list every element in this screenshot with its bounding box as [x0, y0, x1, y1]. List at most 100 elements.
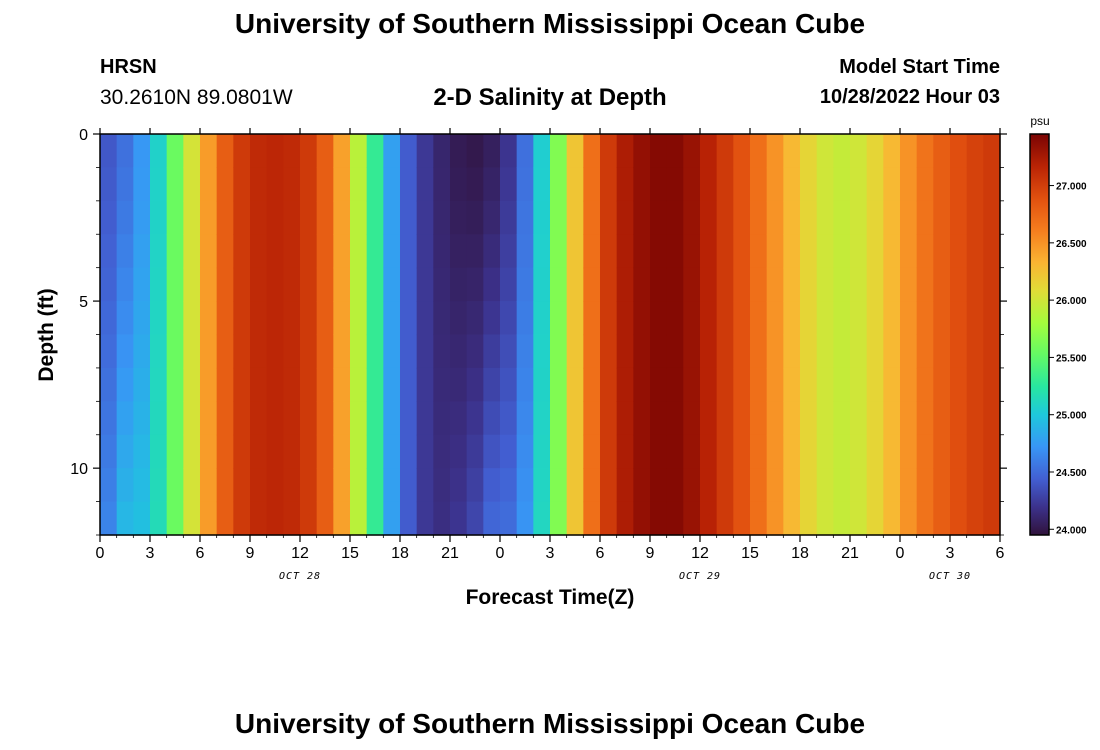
heatmap-cell — [900, 200, 918, 235]
heatmap-cell — [216, 367, 234, 402]
heatmap-cell — [333, 334, 351, 369]
heatmap-cell — [716, 468, 734, 503]
heatmap-cell — [683, 334, 701, 369]
x-tick-label: 3 — [946, 545, 955, 562]
heatmap-cell — [466, 334, 484, 369]
heatmap-cell — [116, 267, 134, 302]
heatmap-cell — [216, 301, 234, 336]
heatmap-cell — [283, 301, 301, 336]
heatmap-cell — [400, 501, 418, 536]
heatmap-cell — [683, 267, 701, 302]
heatmap-cell — [450, 167, 468, 202]
heatmap-cell — [750, 501, 768, 536]
heatmap-cell — [150, 501, 168, 536]
heatmap-cell — [816, 267, 834, 302]
heatmap-cell — [783, 267, 801, 302]
heatmap-cell — [133, 334, 151, 369]
heatmap-cell — [216, 267, 234, 302]
heatmap-cell — [916, 134, 934, 169]
heatmap-cell — [766, 401, 784, 436]
heatmap-cell — [350, 200, 368, 235]
heatmap-cell — [583, 134, 601, 169]
heatmap-cell — [383, 267, 401, 302]
heatmap-cell — [783, 401, 801, 436]
heatmap-cell — [116, 434, 134, 469]
heatmap-cell — [583, 367, 601, 402]
heatmap-cell — [116, 234, 134, 269]
x-tick-label: 9 — [246, 545, 255, 562]
x-tick-label: 0 — [96, 545, 105, 562]
heatmap-cell — [366, 501, 384, 536]
heatmap-cell — [333, 401, 351, 436]
heatmap-cell — [366, 334, 384, 369]
heatmap-cell — [633, 134, 651, 169]
heatmap-cell — [933, 200, 951, 235]
heatmap-cell — [933, 167, 951, 202]
heatmap-cell — [850, 367, 868, 402]
heatmap-cell — [566, 267, 584, 302]
heatmap-cell — [266, 468, 284, 503]
heatmap-cell — [950, 200, 968, 235]
heatmap-cell — [650, 167, 668, 202]
heatmap-cell — [866, 401, 884, 436]
heatmap-cell — [350, 434, 368, 469]
heatmap-cell — [350, 167, 368, 202]
heatmap-cell — [883, 200, 901, 235]
heatmap-cell — [516, 501, 534, 536]
heatmap-cell — [950, 134, 968, 169]
heatmap-cell — [233, 267, 251, 302]
heatmap-cell — [416, 267, 434, 302]
heatmap-cell — [433, 267, 451, 302]
heatmap-cell — [666, 401, 684, 436]
heatmap-cell — [616, 234, 634, 269]
x-day-label: OCT 29 — [679, 571, 721, 582]
heatmap-cell — [500, 267, 518, 302]
heatmap-cell — [966, 234, 984, 269]
heatmap-cell — [683, 234, 701, 269]
heatmap-cell — [766, 334, 784, 369]
heatmap-cell — [750, 267, 768, 302]
heatmap-cell — [150, 167, 168, 202]
heatmap-cell — [716, 200, 734, 235]
heatmap-cell — [266, 234, 284, 269]
heatmap-cell — [500, 234, 518, 269]
heatmap-cell — [416, 468, 434, 503]
station-coordinates: 30.2610N 89.0801W — [100, 86, 293, 109]
heatmap-cell — [966, 200, 984, 235]
heatmap-cell — [900, 367, 918, 402]
heatmap-cell — [416, 434, 434, 469]
heatmap-cell — [150, 301, 168, 336]
heatmap-cell — [250, 200, 268, 235]
heatmap-cell — [100, 434, 118, 469]
heatmap-cell — [883, 434, 901, 469]
heatmap-cell — [983, 501, 1001, 536]
heatmap-cell — [300, 367, 318, 402]
heatmap-cell — [200, 501, 218, 536]
heatmap-cell — [983, 334, 1001, 369]
heatmap-cell — [100, 301, 118, 336]
heatmap-cell — [750, 334, 768, 369]
heatmap-cell — [800, 468, 818, 503]
heatmap-cell — [683, 301, 701, 336]
heatmap-cell — [700, 267, 718, 302]
colorbar-tick-label: 25.000 — [1056, 411, 1087, 422]
heatmap-cell — [116, 401, 134, 436]
heatmap-cell — [333, 267, 351, 302]
heatmap-cell — [183, 234, 201, 269]
heatmap-cell — [916, 367, 934, 402]
heatmap-cell — [466, 200, 484, 235]
x-tick-label: 3 — [546, 545, 555, 562]
heatmap-cell — [250, 234, 268, 269]
heatmap-cell — [633, 334, 651, 369]
heatmap-cell — [533, 367, 551, 402]
heatmap-cell — [166, 501, 184, 536]
heatmap-cell — [600, 234, 618, 269]
heatmap-cell — [250, 167, 268, 202]
heatmap-cell — [966, 367, 984, 402]
heatmap-cell — [716, 267, 734, 302]
heatmap-cell — [583, 434, 601, 469]
heatmap-cell — [366, 167, 384, 202]
heatmap-cell — [633, 468, 651, 503]
heatmap-cell — [433, 167, 451, 202]
heatmap-cell — [483, 134, 501, 169]
